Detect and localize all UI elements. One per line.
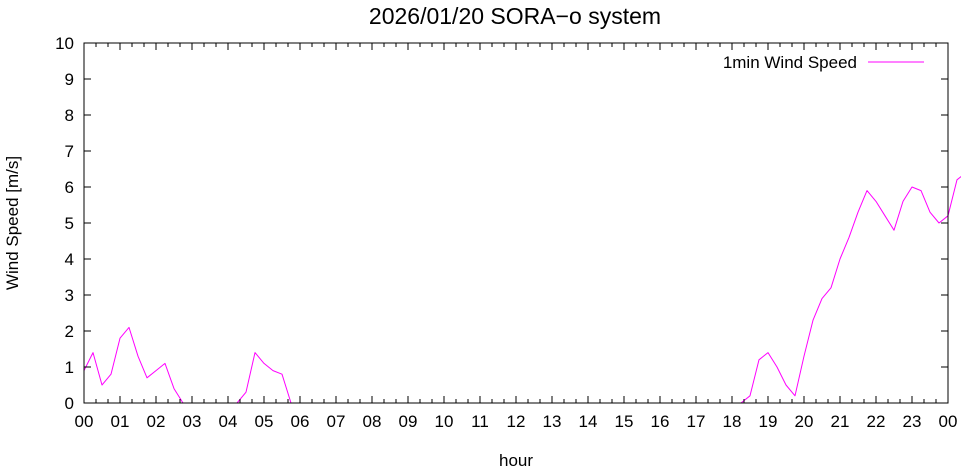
x-tick-label: 00 [75,412,94,431]
x-tick-label: 17 [687,412,706,431]
x-tick-label: 20 [795,412,814,431]
x-tick-label: 18 [723,412,742,431]
chart-title: 2026/01/20 SORA−o system [369,3,661,29]
y-tick-labels: 0 1 2 3 4 5 6 7 8 9 10 [55,34,74,413]
x-tick-label: 16 [651,412,670,431]
x-tick-label: 12 [507,412,526,431]
x-tick-label: 05 [255,412,274,431]
legend: 1min Wind Speed [723,53,924,72]
y-tick-label: 9 [65,70,74,89]
series-line-1min-wind-speed [83,175,961,404]
legend-label-1min-wind-speed: 1min Wind Speed [723,53,857,72]
y-tick-label: 8 [65,106,74,125]
x-axis-label: hour [499,451,533,470]
x-tick-label: 13 [543,412,562,431]
x-tick-label: 04 [219,412,238,431]
x-tick-label: 10 [435,412,454,431]
x-tick-label: 14 [579,412,598,431]
x-tick-label: 23 [903,412,922,431]
x-tick-label: 07 [327,412,346,431]
x-tick-labels: 00 01 02 03 04 05 06 07 08 09 10 11 12 13 14 15 16 17 18 19… [75,412,958,431]
ticks-layer [83,42,949,404]
y-axis-label: Wind Speed [m/s] [3,156,22,290]
x-tick-label: 00 [939,412,958,431]
x-tick-label: 15 [615,412,634,431]
x-tick-label: 08 [363,412,382,431]
x-tick-label: 01 [111,412,130,431]
x-tick-label: 22 [867,412,886,431]
y-tick-label: 7 [65,142,74,161]
x-tick-label: 02 [147,412,166,431]
x-tick-label: 06 [291,412,310,431]
series-layer [83,175,961,404]
y-tick-label: 2 [65,322,74,341]
y-tick-label: 6 [65,178,74,197]
y-tick-label: 3 [65,286,74,305]
y-tick-label: 5 [65,214,74,233]
plot-frame [83,42,949,404]
y-tick-label: 1 [65,358,74,377]
x-tick-label: 09 [399,412,418,431]
x-tick-label: 03 [183,412,202,431]
y-tick-label: 4 [65,250,74,269]
y-tick-label: 0 [65,394,74,413]
x-tick-label: 19 [759,412,778,431]
y-tick-label: 10 [55,34,74,53]
x-tick-label: 11 [471,412,489,431]
x-tick-label: 21 [831,412,850,431]
